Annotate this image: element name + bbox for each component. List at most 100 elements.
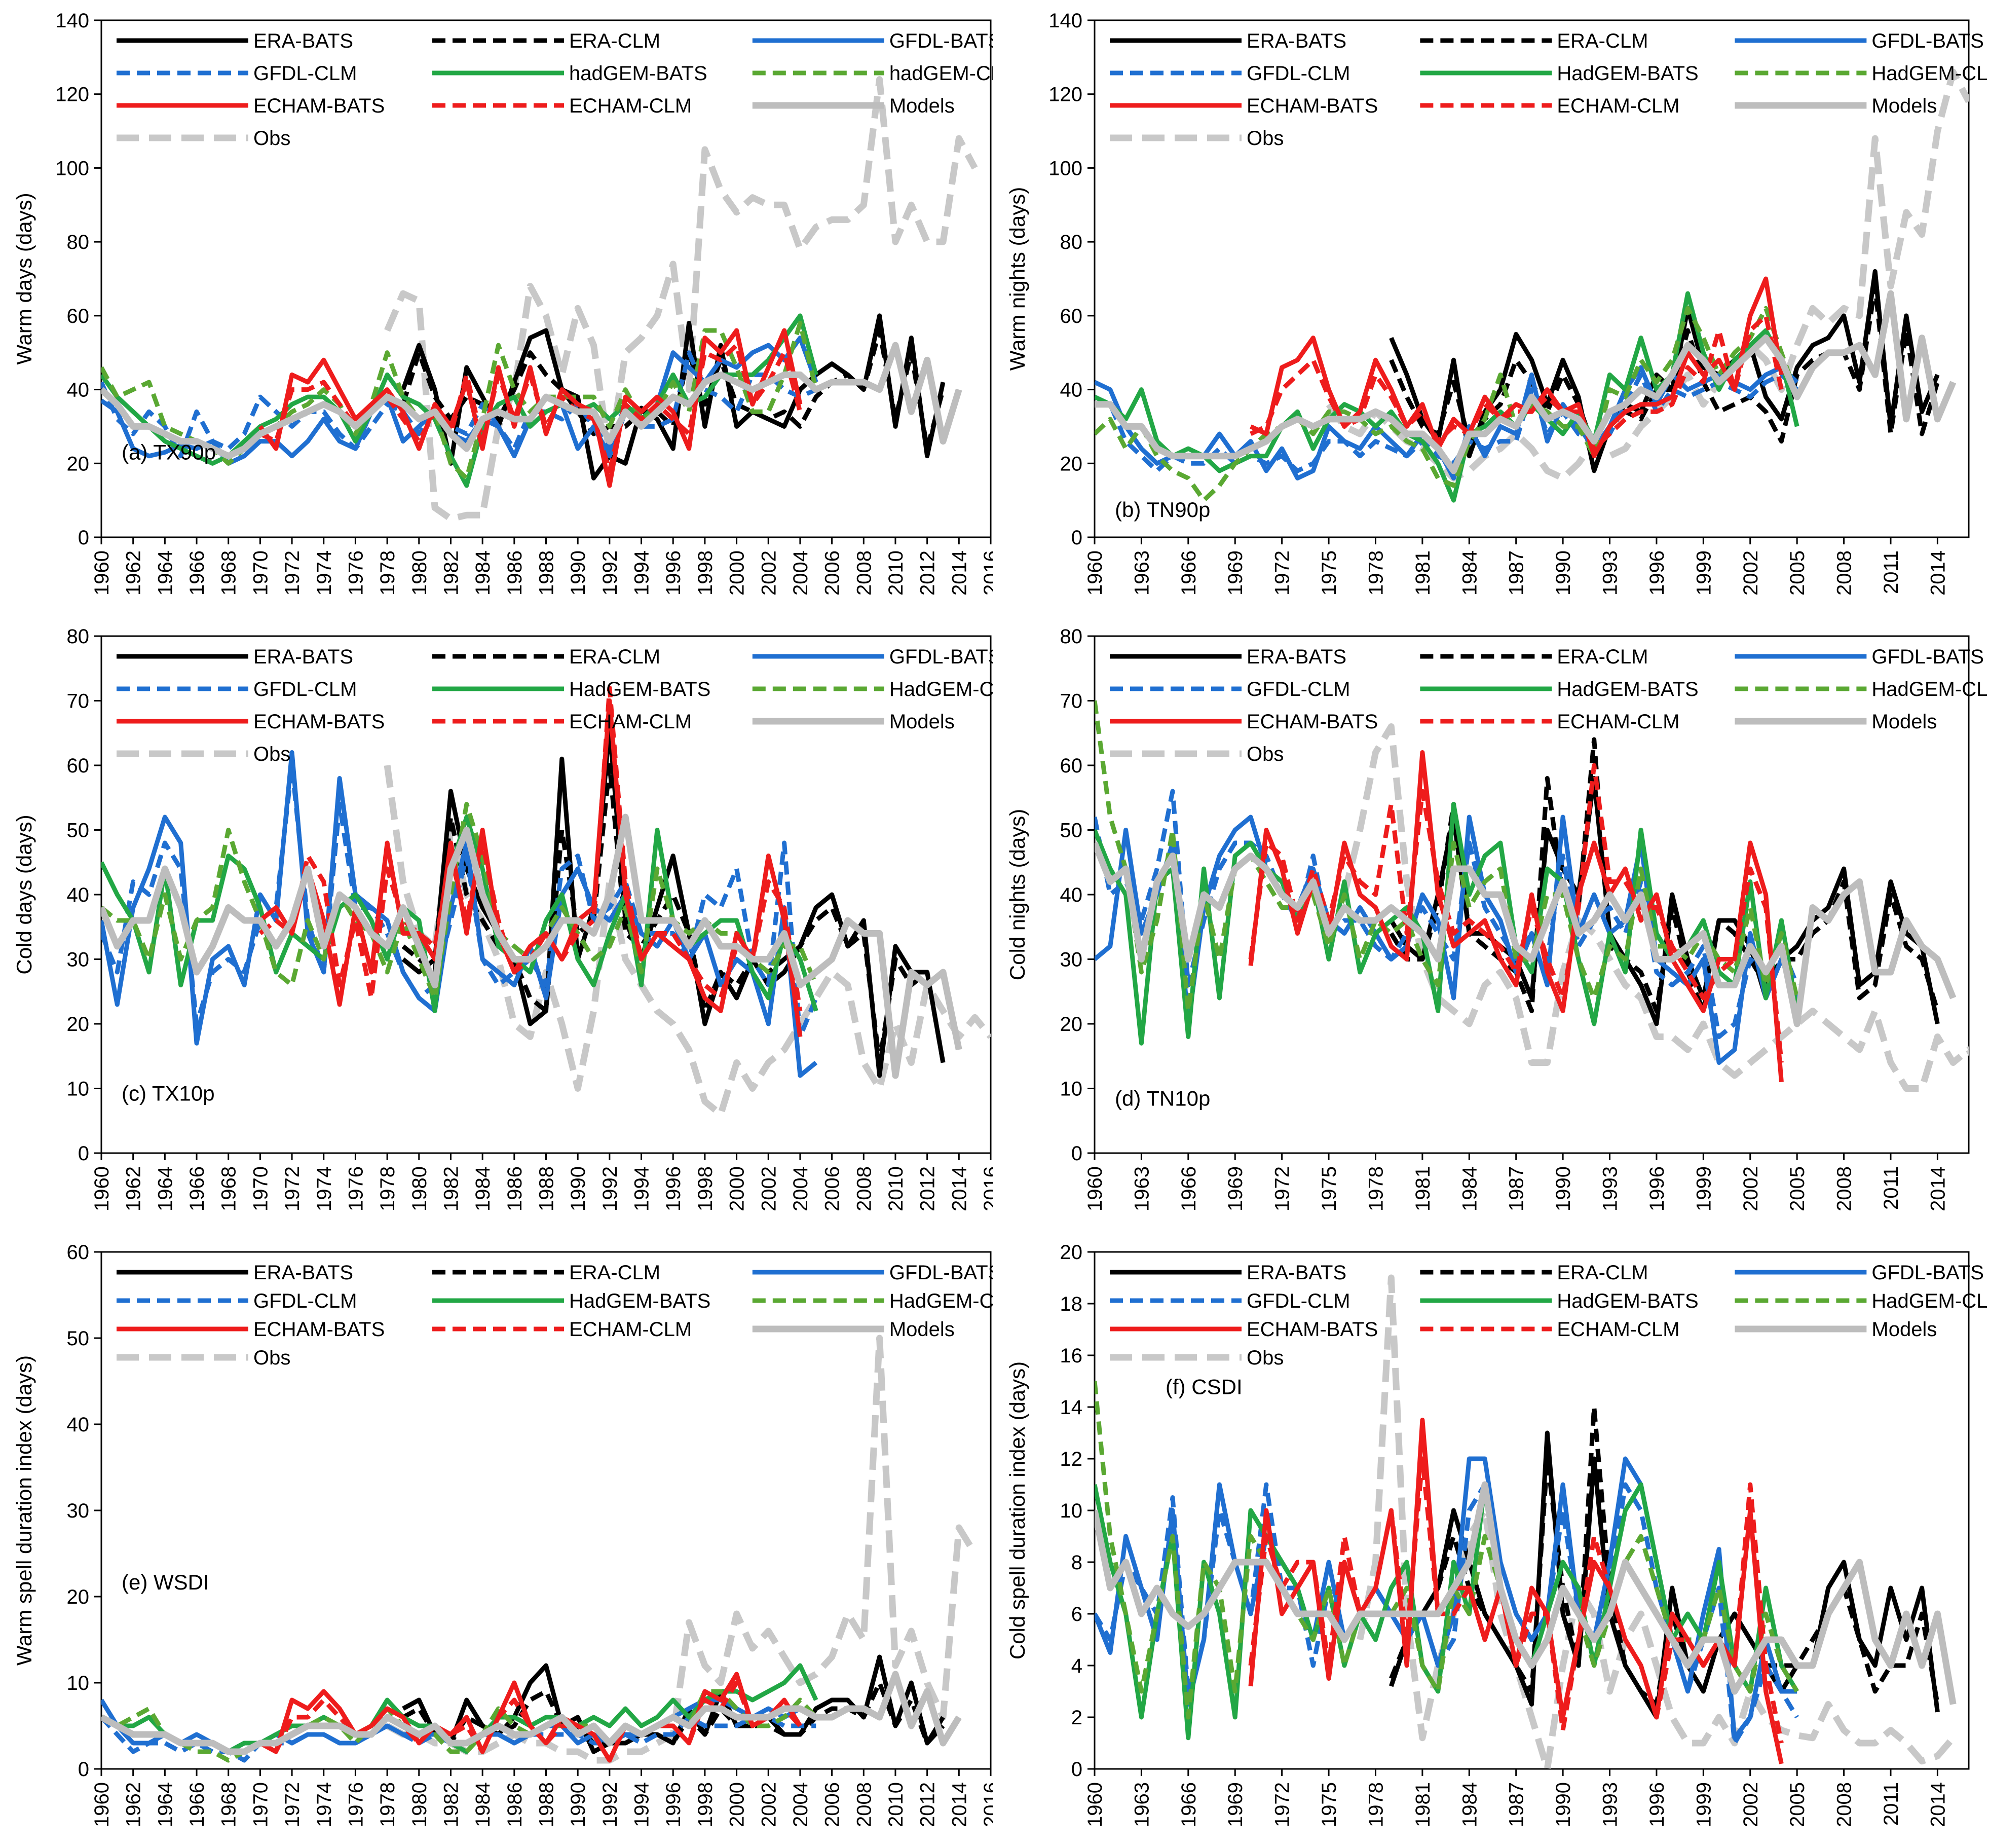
- y-tick-label: 10: [1060, 1500, 1083, 1522]
- x-tick-label: 1994: [631, 1782, 653, 1827]
- legend-label: ECHAM-CLM: [569, 1318, 692, 1341]
- y-tick-label: 8: [1071, 1551, 1082, 1574]
- legend-label: hadGEM-CLM: [889, 62, 993, 85]
- x-tick-label: 2010: [885, 550, 907, 596]
- y-tick-label: 20: [67, 1586, 90, 1608]
- y-tick-label: 12: [1060, 1448, 1083, 1470]
- x-tick-label: 1964: [154, 1782, 176, 1827]
- y-tick-label: 60: [67, 1241, 90, 1264]
- panel-label: (f) CSDI: [1166, 1375, 1243, 1399]
- y-tick-label: 120: [55, 84, 89, 106]
- y-tick-label: 0: [1071, 1758, 1082, 1781]
- legend-label: ECHAM-CLM: [1557, 95, 1679, 117]
- chart-panel-c: 0 10 20 30 40 50 60 70 80 1960 1962 1964 1966 1968 197…: [12, 625, 993, 1211]
- x-tick-label: 1990: [567, 1166, 589, 1211]
- chart-panel-f: 0 2 4 6 8 10 12 14 16 18 20 1960 1963 1966 1969 1972 197…: [1005, 1241, 1989, 1827]
- series-line-gfdl-bats: [1095, 815, 1799, 1065]
- x-tick-label: 1993: [1599, 550, 1622, 596]
- y-tick-label: 100: [1048, 157, 1082, 179]
- x-tick-label: 1984: [1458, 1782, 1481, 1827]
- x-tick-label: 1999: [1693, 550, 1715, 596]
- legend-label: HadGEM-CLM: [889, 678, 993, 700]
- x-tick-label: 1984: [1458, 550, 1481, 596]
- x-tick-label: 2008: [853, 1782, 875, 1827]
- legend-label: ECHAM-BATS: [1247, 95, 1378, 117]
- legend-label: ECHAM-CLM: [569, 95, 692, 117]
- y-tick-label: 0: [78, 1142, 89, 1165]
- x-tick-label: 1966: [186, 550, 208, 596]
- x-tick-label: 1960: [91, 550, 113, 596]
- y-tick-label: 80: [1060, 231, 1083, 253]
- x-tick-label: 1980: [408, 1782, 431, 1827]
- series-line-hadgem-clm: [101, 320, 818, 481]
- legend-label: HadGEM-CLM: [1871, 1290, 1989, 1312]
- x-tick-label: 1962: [123, 1166, 145, 1211]
- legend-label: HadGEM-BATS: [1557, 678, 1698, 700]
- y-tick-label: 80: [1060, 625, 1083, 648]
- y-tick-label: 14: [1060, 1396, 1083, 1419]
- x-tick-label: 2005: [1786, 1166, 1809, 1211]
- series-line-obs: [1341, 723, 1969, 1092]
- y-tick-label: 30: [67, 1500, 90, 1522]
- panel-label: (c) TX10p: [122, 1082, 215, 1105]
- y-tick-label: 40: [67, 1414, 90, 1436]
- panel-label: (b) TN90p: [1115, 498, 1210, 522]
- legend-label: ERA-CLM: [1557, 646, 1648, 668]
- y-tick-label: 40: [1060, 379, 1083, 401]
- legend-label: HadGEM-BATS: [1557, 1290, 1698, 1312]
- series-line-gfdl-clm: [1095, 1482, 1799, 1746]
- series-line-echam-bats: [1248, 750, 1784, 1083]
- legend-label: GFDL-BATS: [1871, 30, 1984, 52]
- x-tick-label: 1966: [1178, 1166, 1200, 1211]
- legend-label: GFDL-BATS: [889, 646, 993, 668]
- legend-label: ERA-CLM: [569, 646, 660, 668]
- series-line-echam-bats: [258, 698, 803, 1038]
- x-tick-label: 1986: [504, 1166, 526, 1211]
- legend-label: ERA-BATS: [1247, 1262, 1346, 1284]
- chart-panel-e: 0 10 20 30 40 50 60 1960 1962 1964 1966 1968 1970 197…: [12, 1241, 993, 1827]
- y-tick-label: 60: [1060, 305, 1083, 327]
- y-tick-label: 80: [67, 625, 90, 648]
- legend-label: Obs: [253, 127, 290, 150]
- x-tick-label: 1990: [1552, 1782, 1574, 1827]
- x-tick-label: 2014: [948, 1782, 970, 1827]
- x-tick-label: 2014: [948, 550, 970, 596]
- x-tick-label: 1981: [1412, 550, 1434, 596]
- x-tick-label: 2002: [1740, 550, 1762, 596]
- x-tick-label: 2014: [1927, 1782, 1949, 1827]
- legend-label: ERA-CLM: [569, 1262, 660, 1284]
- x-tick-label: 1984: [1458, 1166, 1481, 1211]
- legend-label: ERA-CLM: [1557, 30, 1648, 52]
- x-tick-label: 2016: [980, 550, 993, 596]
- legend-label: ERA-BATS: [1247, 646, 1346, 668]
- x-tick-label: 2002: [1740, 1782, 1762, 1827]
- legend-label: ECHAM-BATS: [253, 1318, 385, 1341]
- x-tick-label: 2004: [790, 1782, 812, 1827]
- x-tick-label: 1966: [1178, 550, 1200, 596]
- x-tick-label: 1996: [1646, 1166, 1668, 1211]
- x-tick-label: 1966: [186, 1782, 208, 1827]
- x-tick-label: 1996: [1646, 550, 1668, 596]
- x-tick-label: 1998: [694, 550, 717, 596]
- x-tick-label: 2016: [980, 1166, 993, 1211]
- series-line-models: [1095, 290, 1957, 474]
- x-tick-label: 2012: [917, 550, 939, 596]
- x-tick-label: 1978: [1365, 550, 1387, 596]
- y-axis-label: Cold nights (days): [1005, 809, 1029, 980]
- x-tick-label: 1981: [1412, 1782, 1434, 1827]
- legend-label: Models: [889, 95, 955, 117]
- x-tick-label: 1974: [313, 1166, 335, 1211]
- x-tick-label: 1978: [377, 550, 399, 596]
- x-tick-label: 1996: [662, 1166, 685, 1211]
- x-tick-label: 1969: [1224, 1166, 1247, 1211]
- x-tick-label: 2004: [790, 1166, 812, 1211]
- y-tick-label: 50: [67, 820, 90, 842]
- x-tick-label: 1972: [281, 550, 304, 596]
- y-tick-label: 40: [67, 379, 90, 401]
- x-tick-label: 1988: [536, 550, 558, 596]
- x-tick-label: 1975: [1318, 1782, 1340, 1827]
- legend-label: Models: [889, 711, 955, 733]
- x-tick-label: 1972: [1271, 1782, 1294, 1827]
- y-tick-label: 18: [1060, 1293, 1083, 1315]
- y-tick-label: 20: [67, 453, 90, 475]
